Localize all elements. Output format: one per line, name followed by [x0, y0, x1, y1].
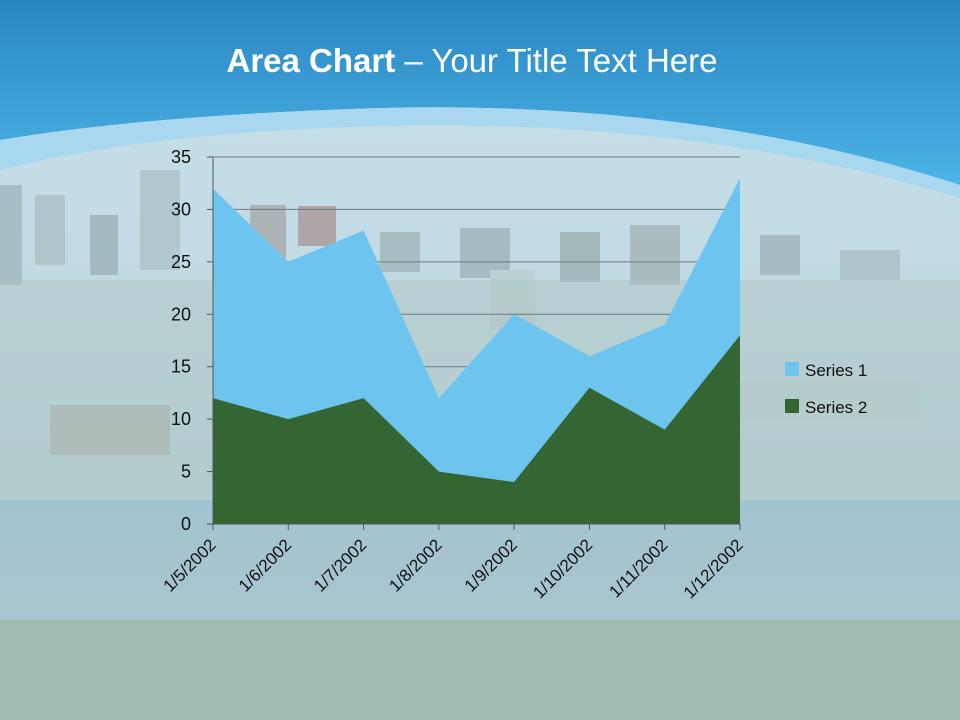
y-tick-label: 20 — [171, 304, 191, 324]
x-tick-label: 1/8/2002 — [385, 535, 445, 595]
y-tick-label: 35 — [171, 147, 191, 167]
x-tick-label: 1/10/2002 — [529, 535, 596, 602]
x-tick-label: 1/9/2002 — [461, 535, 521, 595]
header-band — [0, 0, 960, 185]
area-series-2 — [213, 335, 740, 524]
chart-areas — [213, 177, 740, 524]
legend: Series 1 Series 2 — [785, 361, 867, 417]
legend-swatch — [785, 362, 799, 376]
legend-label: Series 2 — [805, 398, 867, 417]
y-tick-label: 0 — [181, 514, 191, 534]
y-tick-label: 5 — [181, 462, 191, 482]
y-tick-label: 10 — [171, 409, 191, 429]
slide-title: Area Chart – Your Title Text Here — [0, 42, 944, 80]
title-bold: Area Chart — [226, 42, 396, 79]
x-tick-label: 1/11/2002 — [606, 535, 672, 601]
x-axis-ticks: 1/5/2002 1/6/2002 1/7/2002 1/8/2002 1/9/2002… — [160, 524, 747, 602]
y-tick-label: 25 — [171, 252, 191, 272]
title-dash: – — [404, 42, 423, 79]
x-tick-label: 1/7/2002 — [310, 535, 370, 595]
y-tick-label: 30 — [171, 199, 191, 219]
x-tick-label: 1/5/2002 — [160, 535, 220, 595]
legend-label: Series 1 — [805, 361, 867, 380]
legend-swatch — [785, 399, 799, 413]
x-tick-label: 1/6/2002 — [235, 535, 295, 595]
y-tick-label: 15 — [171, 357, 191, 377]
y-axis-ticks: 0 5 10 15 20 25 30 35 — [171, 147, 213, 534]
title-rest: Your Title Text Here — [431, 42, 718, 79]
axes — [212, 157, 740, 525]
x-tick-label: 1/12/2002 — [680, 535, 747, 602]
header-wave — [0, 107, 960, 198]
